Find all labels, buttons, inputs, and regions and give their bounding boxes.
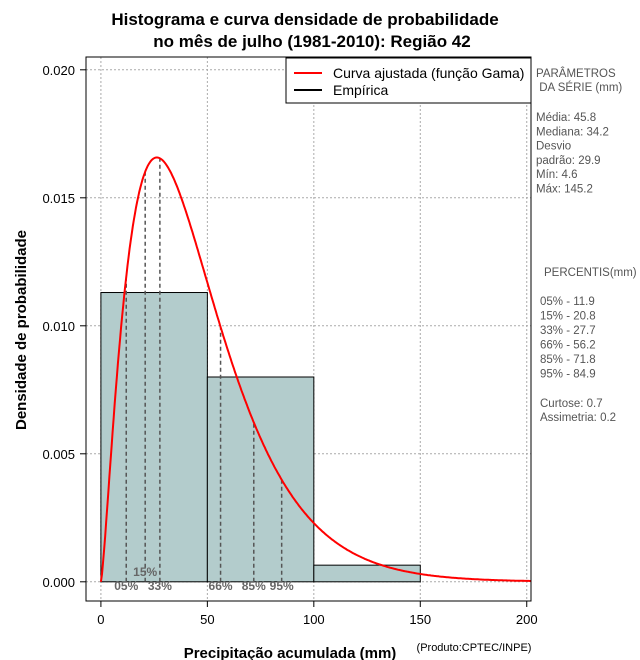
percentis-title: PERCENTIS(mm) xyxy=(544,267,637,279)
histogram-bar xyxy=(313,564,421,583)
x-tick-label: 0 xyxy=(97,612,104,627)
percentile-label: 05% xyxy=(114,579,138,593)
plot-frame xyxy=(85,56,532,602)
chart-title-line2: no mês de julho (1981-2010): Região 42 xyxy=(153,32,470,51)
side-panel: PARÂMETROS DA SÉRIE (mm) Média: 45.8 Medi… xyxy=(536,67,637,424)
x-axis-label: Precipitação acumulada (mm) xyxy=(184,645,397,660)
y-tick-label: 0.015 xyxy=(42,191,75,206)
percentile-label: 66% xyxy=(209,579,233,593)
percentil-line: 33% - 27.7 xyxy=(540,325,596,337)
histogram-bar xyxy=(206,376,315,583)
percentil-line: 66% - 56.2 xyxy=(540,340,596,352)
y-tick-label: 0.000 xyxy=(42,575,75,590)
percentile-label: 95% xyxy=(270,579,294,593)
x-tick-label: 100 xyxy=(303,612,325,627)
chart-title-line1: Histograma e curva densidade de probabil… xyxy=(111,10,498,29)
percentil-line: 15% - 20.8 xyxy=(540,311,596,323)
y-tick-label: 0.010 xyxy=(42,319,75,334)
credit-text: (Produto:CPTEC/INPE) xyxy=(417,642,532,654)
percentil-line: 85% - 71.8 xyxy=(540,354,596,366)
param-line: Máx: 145.2 xyxy=(536,184,593,196)
param-line: Desvio xyxy=(536,141,571,153)
x-tick-label: 200 xyxy=(516,612,538,627)
assimetria-text: Assimetria: 0.2 xyxy=(540,412,616,424)
params-title-2: DA SÉRIE (mm) xyxy=(536,81,622,94)
histogram-bar xyxy=(100,292,208,583)
legend-curve-label: Curva ajustada (função Gama) xyxy=(333,65,524,81)
x-tick-label: 50 xyxy=(200,612,214,627)
percentile-label: 85% xyxy=(242,579,266,593)
params-title: PARÂMETROS xyxy=(536,67,616,80)
legend: Curva ajustada (função Gama) Empírica xyxy=(285,57,532,104)
percentile-label: 33% xyxy=(148,579,172,593)
y-tick-label: 0.020 xyxy=(42,63,75,78)
y-tick-label: 0.005 xyxy=(42,447,75,462)
y-axis-label: Densidade de probabilidade xyxy=(13,230,30,430)
gamma-curve xyxy=(99,156,531,582)
x-tick-label: 150 xyxy=(409,612,431,627)
percentile-label: 15% xyxy=(133,565,157,579)
curtose-text: Curtose: 0.7 xyxy=(540,398,603,410)
param-line: Média: 45.8 xyxy=(536,112,596,124)
percentil-line: 95% - 84.9 xyxy=(540,369,596,381)
param-line: Mín: 4.6 xyxy=(536,169,578,181)
percentil-line: 05% - 11.9 xyxy=(540,296,595,308)
param-line: padrão: 29.9 xyxy=(536,155,601,167)
param-line: Mediana: 34.2 xyxy=(536,126,609,138)
legend-empirical-label: Empírica xyxy=(333,82,388,98)
